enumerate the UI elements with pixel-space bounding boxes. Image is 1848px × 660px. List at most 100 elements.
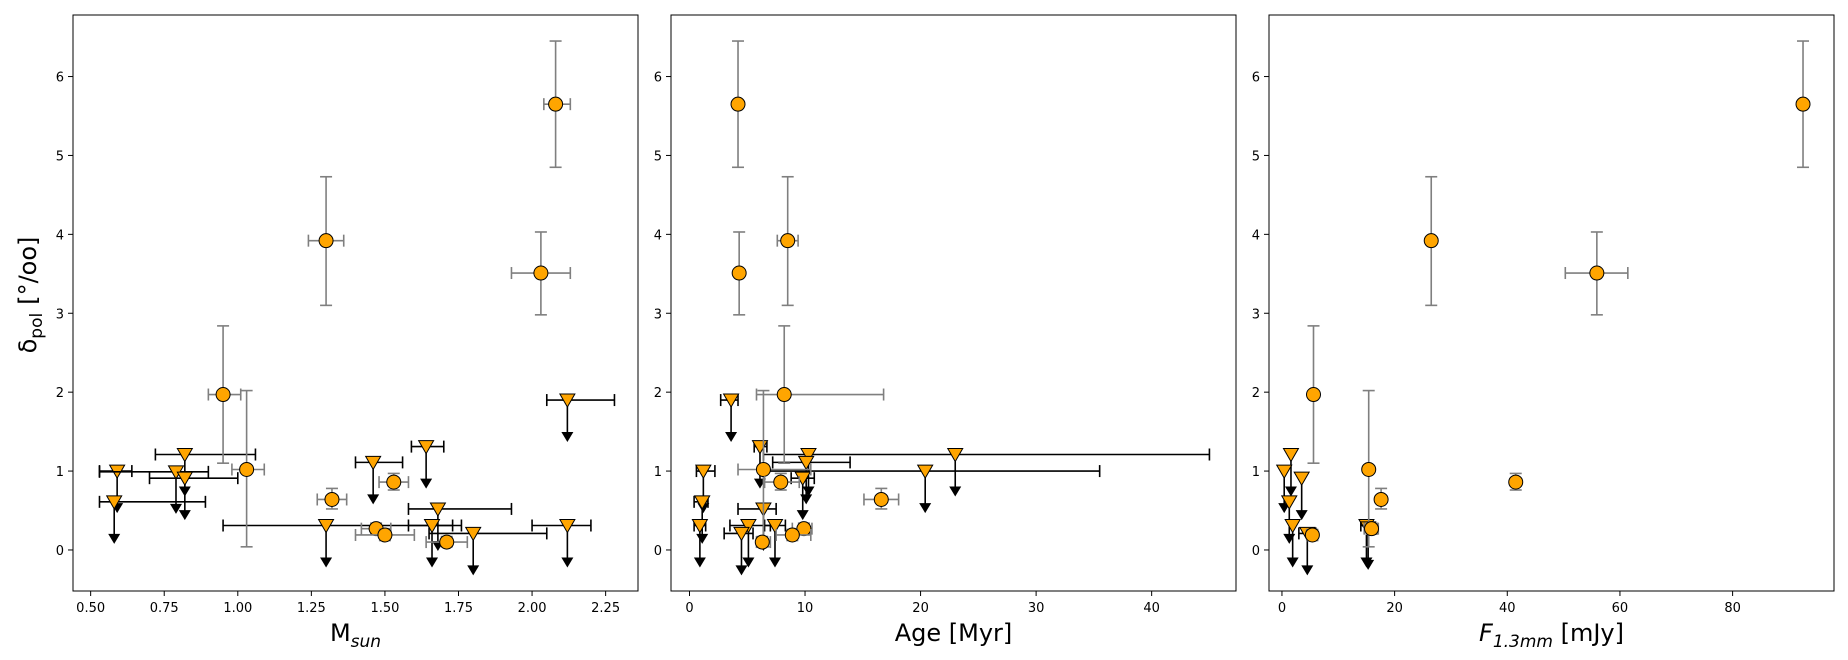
x-tick-label: 0 — [685, 601, 693, 616]
upper-limit-point — [694, 464, 716, 514]
upper-limit-point — [354, 455, 404, 505]
detection-point — [1795, 40, 1811, 169]
detection-marker — [1304, 527, 1320, 543]
detection-point — [863, 487, 900, 510]
detection-point — [1361, 389, 1377, 548]
x-tick-label: 20 — [1386, 601, 1403, 616]
plot-frame — [670, 14, 1237, 592]
panel-mass: 0.50 0.75 1.00 1.25 1.50 1.75 2.00 2.25 0 1 2 3 4 5 6 M… — [56, 14, 639, 652]
y-tick-label: 0 — [1252, 544, 1260, 559]
limit-marker — [317, 519, 335, 534]
limit-marker — [559, 393, 576, 409]
limit-arrow-head — [367, 494, 380, 505]
y-tick-label: 0 — [56, 544, 64, 559]
detection-point — [755, 325, 885, 464]
limit-arrow-head — [696, 533, 709, 544]
upper-limit-point — [719, 393, 740, 443]
y-tick-label: 1 — [56, 465, 64, 480]
x-tick-label: 0.50 — [76, 601, 105, 616]
x-tick-label: 10 — [797, 601, 814, 616]
limit-arrow-head — [796, 510, 809, 521]
y-title-main: δ — [14, 339, 42, 354]
limit-marker — [1282, 447, 1300, 463]
x-axis-title: Age [Myr] — [895, 619, 1013, 647]
limit-marker — [800, 447, 817, 463]
svg-text:δpol[°/oo]: δpol [°/oo] — [14, 237, 47, 354]
y-tick-label: 4 — [654, 228, 662, 243]
x-title-main: F — [1479, 619, 1494, 647]
detection-point — [354, 527, 416, 543]
limit-marker — [429, 502, 447, 517]
upper-limit-point — [762, 447, 1211, 497]
y-tick-label: 4 — [56, 228, 64, 243]
limit-marker — [176, 471, 194, 487]
x-axis-title: Msun — [330, 619, 381, 652]
y-tick-label: 2 — [1252, 386, 1260, 401]
y-tick-label: 4 — [1252, 228, 1260, 243]
detection-point — [1304, 527, 1320, 543]
upper-limit-point — [763, 519, 787, 568]
detection-marker — [1423, 233, 1439, 249]
detection-point — [1363, 521, 1380, 537]
x-tick-label: 80 — [1724, 601, 1741, 616]
limit-arrow-head — [735, 565, 748, 576]
y-tick-label: 3 — [654, 307, 662, 322]
upper-limit-point — [1282, 447, 1300, 497]
upper-limit-point — [222, 519, 454, 568]
detection-marker — [731, 265, 747, 281]
panel-age: 0 10 20 30 40 0 1 2 3 4 5 6 Age [Myr] — [654, 14, 1237, 647]
y-tick-label: 5 — [654, 149, 662, 164]
detection-point — [378, 472, 410, 491]
limit-marker — [1284, 519, 1302, 534]
upper-limit-point — [531, 519, 592, 568]
x-title-sub: sun — [351, 632, 381, 652]
x-tick-label: 60 — [1612, 601, 1629, 616]
limit-marker — [1275, 464, 1293, 480]
detection-marker — [439, 534, 455, 550]
x-tick-label: 30 — [1028, 601, 1045, 616]
detection-point — [763, 472, 801, 491]
limit-marker — [722, 393, 740, 409]
detection-point — [1373, 487, 1389, 510]
upper-limit-point — [1284, 519, 1302, 568]
upper-limit-point — [790, 471, 816, 521]
x-tick-label: 2.00 — [518, 601, 547, 616]
limit-arrow-head — [1284, 486, 1297, 497]
limit-marker — [797, 455, 815, 471]
y-tick-label: 3 — [1252, 307, 1260, 322]
limit-marker — [916, 464, 934, 480]
detection-point — [207, 325, 242, 464]
x-tick-label: 1.25 — [297, 601, 326, 616]
x-tick-label: 0.75 — [150, 601, 179, 616]
limit-arrow-head — [178, 510, 191, 521]
upper-limit-point — [407, 502, 513, 551]
limit-arrow-head — [108, 533, 121, 544]
detection-marker — [1589, 265, 1605, 281]
detection-marker — [1373, 491, 1389, 507]
detection-marker — [386, 474, 402, 490]
limit-arrow-head — [1301, 565, 1314, 576]
limit-arrow-head — [1295, 510, 1308, 521]
detection-point — [730, 40, 746, 169]
limit-marker — [1280, 495, 1298, 510]
y-tick-label: 6 — [1252, 71, 1260, 86]
limit-arrow-head — [420, 478, 433, 489]
limit-arrow-head — [693, 557, 706, 568]
x-title-unit: [mJy] — [1553, 619, 1624, 647]
upper-limit-point — [946, 447, 964, 497]
y-tick-label: 2 — [56, 386, 64, 401]
y-title-sub: pol — [27, 313, 47, 339]
limit-marker — [417, 440, 435, 455]
limit-marker — [766, 519, 784, 534]
detection-marker — [1795, 96, 1811, 112]
detection-marker — [730, 96, 746, 112]
plot-frame — [72, 14, 639, 592]
x-tick-label: 1.50 — [370, 601, 399, 616]
upper-limit-point — [410, 440, 445, 489]
limit-arrow-head — [1286, 557, 1299, 568]
limit-marker — [694, 464, 712, 480]
detection-point — [543, 40, 572, 169]
detection-point — [231, 389, 266, 548]
detection-marker — [533, 265, 549, 281]
x-tick-label: 40 — [1499, 601, 1516, 616]
